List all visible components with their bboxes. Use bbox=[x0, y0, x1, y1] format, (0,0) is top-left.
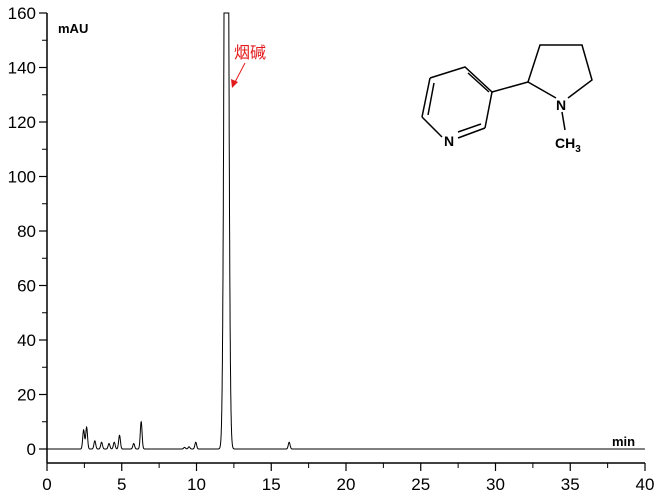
methyl-label: CH3 bbox=[555, 135, 581, 155]
x-tick-label: 15 bbox=[262, 475, 281, 494]
nicotine-structure bbox=[421, 44, 593, 139]
pyridine-n-label: N bbox=[444, 133, 454, 149]
y-tick-label: 0 bbox=[27, 440, 36, 459]
y-tick-label: 40 bbox=[17, 331, 36, 350]
x-tick-label: 35 bbox=[561, 475, 580, 494]
y-tick-label: 140 bbox=[8, 59, 36, 78]
y-tick-label: 100 bbox=[8, 168, 36, 187]
pyrrolidine-n-label: N bbox=[556, 97, 566, 113]
peak-annotation: 烟碱 bbox=[234, 44, 266, 62]
x-tick-label: 10 bbox=[187, 475, 206, 494]
y-tick-label: 60 bbox=[17, 277, 36, 296]
y-axis-label: mAU bbox=[58, 21, 88, 36]
annotation-arrow bbox=[231, 62, 246, 88]
y-tick-label: 120 bbox=[8, 113, 36, 132]
y-tick-label: 160 bbox=[8, 4, 36, 23]
x-tick-label: 5 bbox=[117, 475, 126, 494]
x-tick-label: 20 bbox=[337, 475, 356, 494]
x-tick-label: 25 bbox=[411, 475, 430, 494]
y-tick-label: 20 bbox=[17, 386, 36, 405]
chromatogram-trace bbox=[47, 12, 645, 450]
x-tick-label: 30 bbox=[486, 475, 505, 494]
x-tick-label: 0 bbox=[42, 475, 51, 494]
y-tick-label: 80 bbox=[17, 222, 36, 241]
x-tick-label: 40 bbox=[636, 475, 655, 494]
x-axis-label: min bbox=[612, 434, 635, 449]
